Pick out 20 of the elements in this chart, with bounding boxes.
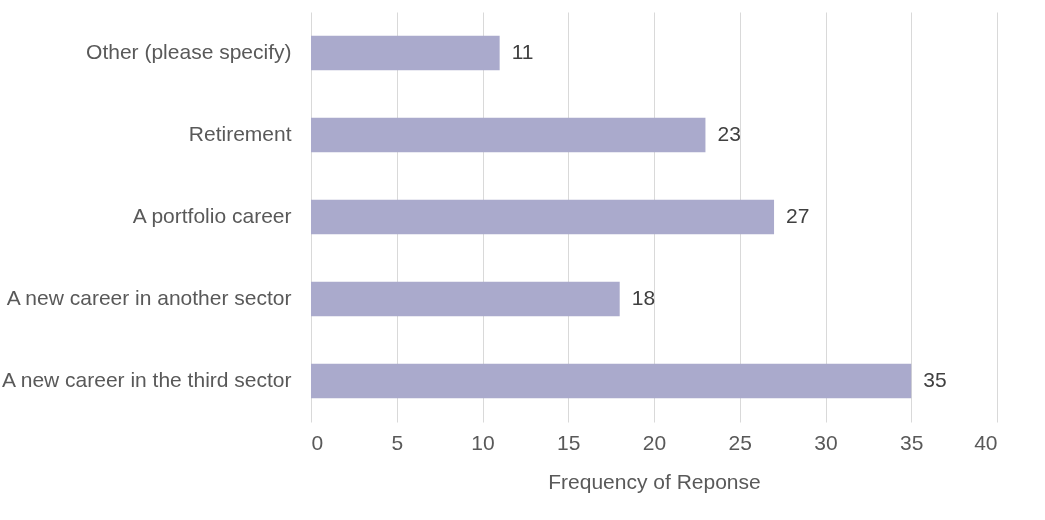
data-label: 11 <box>511 40 534 63</box>
x-axis-title: Frequency of Reponse <box>548 469 761 493</box>
data-label: 23 <box>717 122 741 145</box>
x-tick-label: 10 <box>471 430 495 454</box>
data-label: 27 <box>786 204 810 227</box>
x-tick-label: 20 <box>642 430 667 454</box>
data-label: 18 <box>631 286 656 309</box>
y-tick-label: A new career in another sector <box>6 286 292 309</box>
x-tick-label: 25 <box>728 430 752 454</box>
x-tick-label: 35 <box>900 430 924 454</box>
x-tick-label: 15 <box>557 430 581 454</box>
x-tick-label: 0 <box>311 430 324 454</box>
y-tick-label: Retirement <box>188 122 292 145</box>
x-tick-label: 5 <box>391 430 404 454</box>
y-tick-label: Other (please specify) <box>86 40 292 63</box>
x-tick-label: 30 <box>814 430 838 454</box>
y-tick-label: A portfolio career <box>132 204 292 227</box>
y-tick-label: A new career in the third sector <box>2 368 292 391</box>
x-tick-label: 40 <box>974 430 998 454</box>
data-label: 35 <box>923 368 947 391</box>
